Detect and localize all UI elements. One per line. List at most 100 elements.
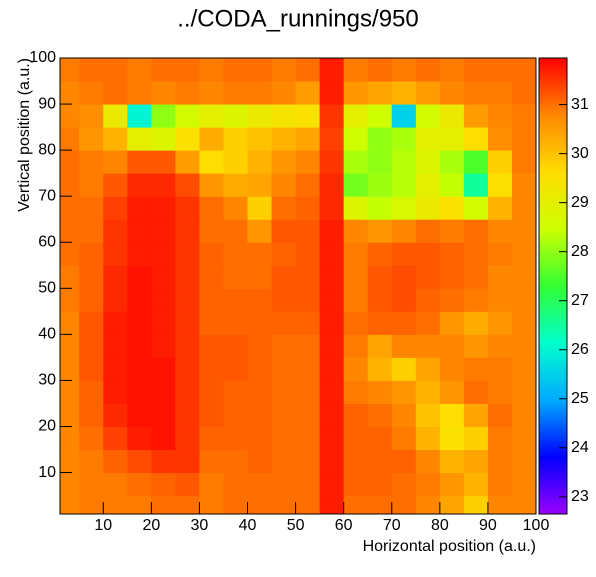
heat-cell [295,495,321,515]
heat-cell [127,495,152,515]
heat-cell [247,196,273,220]
heat-cell [60,288,80,312]
heat-cell [463,265,489,289]
heat-cell [391,449,417,474]
heat-cell [391,265,417,289]
x-axis-label: Horizontal position (a.u.) [363,538,536,555]
heat-cell [103,426,128,451]
heat-cell [415,219,441,243]
heat-cell [60,173,80,197]
heat-cell [295,334,321,358]
heat-cell [175,380,200,404]
heat-cell [79,426,104,451]
heat-cell [511,58,537,82]
heat-cell [487,219,513,243]
heat-cell [60,334,80,358]
heat-cell [367,219,393,243]
heat-cell [151,127,176,151]
heat-cell [343,242,369,266]
heat-cell [487,265,513,289]
y-tick-label: 60 [38,233,56,250]
heat-cell [463,219,489,243]
heat-cell [319,380,345,404]
y-tick-label: 50 [38,280,56,297]
heat-cell [247,380,273,404]
z-tick-label: 27 [571,292,589,309]
heat-cell [511,265,537,289]
heat-cell [127,58,152,82]
heat-cell [391,150,417,174]
heat-cell [199,472,224,497]
heat-cell [415,311,441,335]
heat-cell [319,81,345,105]
heat-cell [151,334,176,358]
heat-cell [439,357,465,381]
heat-cell [175,219,200,243]
heat-cell [223,265,249,289]
heat-cell [103,288,128,312]
heat-cell [271,357,297,381]
x-tick-label: 40 [239,517,257,534]
heat-cell [60,403,80,427]
heat-cell [79,288,104,312]
heat-cell [175,449,200,474]
heat-cell [103,219,128,243]
heat-cell [295,81,321,105]
heat-cell [511,449,537,474]
heat-cell [463,288,489,312]
heat-cell [415,150,441,174]
heat-cell [151,495,176,515]
heat-cell [319,127,345,151]
heat-cell [295,173,321,197]
heat-cell [247,58,273,82]
heat-cell [60,150,80,174]
heat-cell [103,127,128,151]
heat-cell [391,81,417,105]
heat-cell [439,104,465,128]
heat-cell [391,426,417,451]
heat-cell [487,173,513,197]
heat-cell [247,173,273,197]
heat-cell [127,242,152,266]
heat-cell [295,127,321,151]
heat-cell [127,127,152,151]
heat-cell [463,334,489,358]
y-tick-label: 10 [38,464,56,481]
heat-cell [127,265,152,289]
heat-cell [247,357,273,381]
heat-cell [223,472,249,497]
heat-cell [199,334,224,358]
heat-cell [319,196,345,220]
heat-cell [199,288,224,312]
heat-cell [439,495,465,515]
heat-cell [79,81,104,105]
heat-cell [367,288,393,312]
heat-cell [103,173,128,197]
heat-cell [151,403,176,427]
heat-cell [151,311,176,335]
x-tick-label: 60 [335,517,353,534]
heat-cell [511,426,537,451]
heat-cell [271,403,297,427]
heat-cell [60,449,80,474]
heat-cell [223,150,249,174]
heat-cell [487,334,513,358]
heat-cell [79,173,104,197]
heat-cell [391,219,417,243]
heat-cell [415,334,441,358]
heat-cell [79,150,104,174]
heat-cell [175,311,200,335]
heat-cell [295,472,321,497]
heat-cell [319,334,345,358]
heat-cell [247,311,273,335]
heat-cell [463,196,489,220]
chart-title: ../CODA_runnings/950 [177,5,418,32]
heat-cell [391,357,417,381]
heat-cell [391,58,417,82]
heat-cell [127,311,152,335]
heat-cell [487,380,513,404]
heat-cell [343,472,369,497]
heat-cell [319,449,345,474]
heat-cell [367,380,393,404]
heat-cell [511,288,537,312]
